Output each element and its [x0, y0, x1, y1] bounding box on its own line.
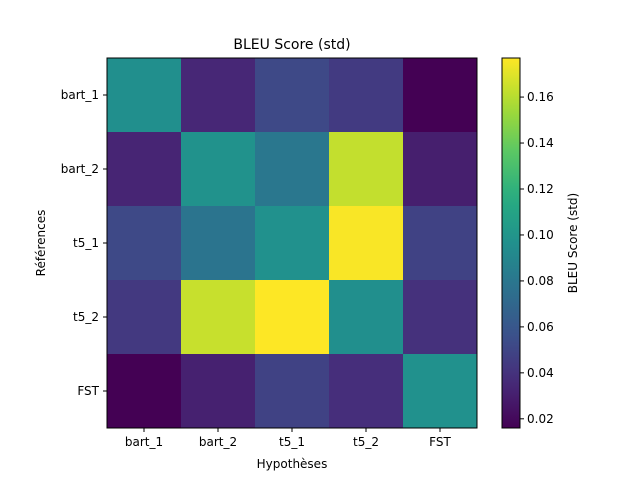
heatmap-cell — [107, 206, 182, 281]
heatmap-cell — [107, 58, 182, 133]
heatmap-cell — [255, 354, 330, 429]
y-tick-label: t5_2 — [73, 310, 99, 324]
heatmap-cell — [329, 354, 404, 429]
colorbar — [501, 57, 521, 429]
heatmap-cell — [107, 354, 182, 429]
y-tick-label: bart_2 — [61, 162, 99, 176]
colorbar-tick-label: 0.14 — [527, 136, 554, 150]
y-tick-label: t5_1 — [73, 236, 99, 250]
colorbar-label: BLEU Score (std) — [566, 193, 580, 293]
colorbar-tick-label: 0.08 — [527, 274, 554, 288]
heatmap-cell — [181, 132, 256, 207]
colorbar-tick-label: 0.04 — [527, 366, 554, 380]
colorbar-tick-label: 0.10 — [527, 228, 554, 242]
x-axis-label: Hypothèses — [257, 457, 328, 471]
heatmap-cell — [107, 132, 182, 207]
y-tick-label: bart_1 — [61, 88, 99, 102]
y-axis-label: Références — [34, 210, 48, 277]
heatmap-cell — [255, 280, 330, 355]
colorbar-ticks: 0.02 0.04 0.06 0.08 0.10 0.12 0.14 0.16 — [520, 90, 554, 426]
heatmap-cell — [107, 280, 182, 355]
heatmap-cell — [255, 206, 330, 281]
chart-title: BLEU Score (std) — [233, 37, 350, 53]
colorbar-tick-label: 0.16 — [527, 90, 554, 104]
heatmap-cell — [255, 58, 330, 133]
colorbar-tick-label: 0.06 — [527, 320, 554, 334]
x-tick-label: t5_2 — [353, 435, 379, 449]
heatmap-cell — [403, 354, 478, 429]
heatmap-cell — [329, 280, 404, 355]
colorbar-tick-label: 0.02 — [527, 412, 554, 426]
heatmap-cell — [403, 58, 478, 133]
x-tick-label: bart_2 — [199, 435, 237, 449]
x-tick-label: FST — [429, 435, 451, 449]
heatmap-cell — [329, 58, 404, 133]
heatmap-cell — [329, 132, 404, 207]
heatmap-cell — [329, 206, 404, 281]
x-axis-ticks: bart_1 bart_2 t5_1 t5_2 FST — [125, 428, 451, 449]
heatmap-cell — [181, 206, 256, 281]
heatmap-cell — [181, 354, 256, 429]
colorbar-tick-label: 0.12 — [527, 182, 554, 196]
heatmap-cell — [403, 280, 478, 355]
heatmap-cell — [181, 280, 256, 355]
heatmap-cell — [403, 206, 478, 281]
y-tick-label: FST — [77, 384, 99, 398]
heatmap-cells — [107, 58, 478, 429]
heatmap-cell — [255, 132, 330, 207]
x-tick-label: bart_1 — [125, 435, 163, 449]
heatmap-cell — [403, 132, 478, 207]
heatmap-cell — [181, 58, 256, 133]
x-tick-label: t5_1 — [279, 435, 305, 449]
y-axis-ticks: bart_1 bart_2 t5_1 t5_2 FST — [61, 88, 107, 398]
